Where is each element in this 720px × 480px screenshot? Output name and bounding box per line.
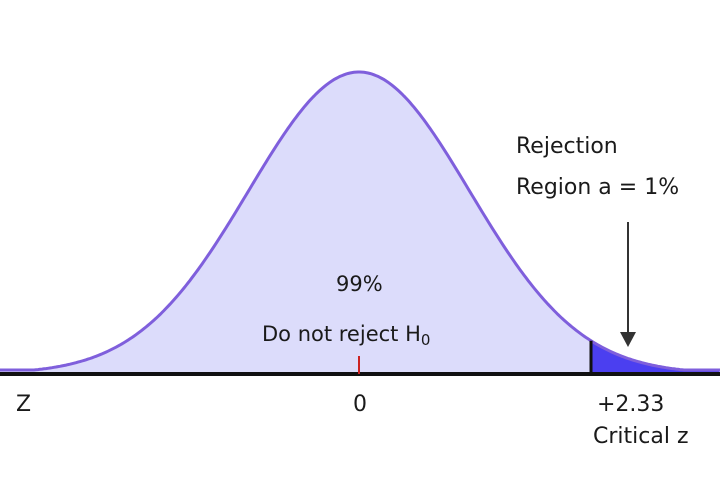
do-not-reject-label: Do not reject H0 [262, 322, 430, 348]
critical-value-label: +2.33 [597, 392, 665, 417]
acceptance-region-area [0, 72, 591, 374]
area-percent-label: 99% [336, 272, 383, 296]
axis-variable-label: Z [16, 392, 32, 417]
rejection-region-area [591, 340, 720, 374]
rejection-label-line2: Region a = 1% [516, 175, 680, 200]
null-hypothesis-subscript: 0 [420, 331, 431, 349]
do-not-reject-text: Do not reject H [262, 322, 421, 346]
normal-curve [0, 70, 720, 372]
mean-label: 0 [353, 392, 367, 417]
critical-caption: Critical z [593, 424, 689, 449]
rejection-arrow-head [620, 332, 636, 347]
rejection-label-line1: Rejection [516, 134, 618, 159]
